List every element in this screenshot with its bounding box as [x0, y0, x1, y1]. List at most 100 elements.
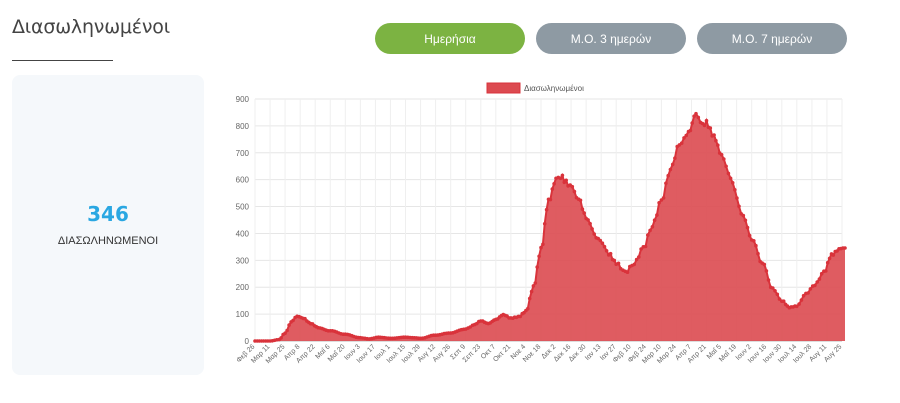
data-point [637, 255, 641, 259]
data-point [661, 196, 666, 200]
data-point [531, 284, 536, 288]
y-tick-label: 800 [236, 122, 250, 131]
data-point [702, 123, 707, 128]
data-point [743, 218, 748, 223]
data-point [724, 164, 728, 169]
data-point [773, 289, 777, 293]
data-point [558, 176, 563, 181]
tab-7-day-average[interactable]: Μ.Ο. 7 ημερών [697, 23, 847, 54]
title-underline [12, 60, 113, 61]
data-point [541, 242, 545, 247]
x-tick-label: Μαΐ 20 [326, 343, 347, 364]
data-point [533, 281, 538, 285]
data-point [580, 207, 585, 211]
data-point [714, 138, 718, 143]
data-point [684, 133, 688, 138]
y-tick-label: 300 [236, 256, 250, 265]
data-point [590, 227, 594, 231]
data-point [550, 187, 555, 191]
data-point [544, 207, 549, 212]
y-axis: 0 100 200 300 400 500 600 700 800 900 [236, 95, 250, 346]
data-point [762, 262, 767, 267]
data-point [730, 181, 735, 185]
data-point [696, 115, 701, 120]
data-point [741, 213, 746, 218]
data-point [650, 225, 655, 229]
data-point [287, 323, 291, 327]
data-point [719, 152, 724, 157]
data-point [586, 218, 590, 222]
y-tick-label: 100 [236, 310, 250, 319]
data-point [527, 296, 532, 301]
data-point [825, 260, 830, 265]
data-point [625, 270, 630, 274]
data-point [771, 286, 775, 290]
data-point [285, 328, 289, 333]
page-title: Διασωληνωμένοι [12, 16, 170, 38]
data-point [670, 162, 675, 167]
legend-swatch [486, 82, 521, 94]
chart-legend: Διασωληνωμένοι [486, 82, 584, 94]
data-point [747, 233, 752, 238]
legend-label: Διασωληνωμένοι [524, 84, 584, 93]
data-point [808, 287, 813, 291]
data-point [639, 247, 643, 251]
data-point [582, 211, 586, 215]
data-point [777, 297, 782, 301]
data-point [632, 262, 637, 267]
data-point [616, 261, 621, 266]
data-point [283, 331, 287, 336]
data-point [634, 257, 639, 262]
data-point [726, 171, 731, 176]
data-point [817, 277, 822, 281]
data-point [813, 283, 817, 288]
data-point [600, 241, 605, 245]
data-point [535, 265, 539, 269]
tab-daily[interactable]: Ημερήσια [375, 23, 525, 54]
data-point [570, 184, 575, 189]
data-point [526, 306, 530, 311]
y-tick-label: 0 [245, 337, 250, 346]
data-point [745, 225, 750, 230]
data-point [655, 213, 659, 217]
data-point [548, 197, 553, 202]
data-point [682, 136, 686, 140]
data-point [604, 249, 609, 253]
data-point [529, 289, 534, 294]
data-point [518, 314, 523, 319]
data-point [797, 302, 801, 306]
data-point [801, 293, 806, 298]
data-point [564, 178, 568, 183]
data-point [542, 222, 547, 226]
stat-value: 346 [87, 202, 129, 226]
y-tick-label: 500 [236, 203, 250, 212]
data-point [766, 278, 771, 282]
data-point [775, 292, 780, 297]
y-tick-label: 600 [236, 176, 250, 185]
stat-label: ΔΙΑΣΩΛΗΝΩΜΕΝΟΙ [57, 235, 159, 247]
data-point [303, 316, 307, 321]
data-point [819, 271, 824, 276]
data-point [733, 188, 737, 192]
data-point [781, 299, 786, 303]
tab-3-day-average[interactable]: Μ.Ο. 3 ημερών [536, 23, 686, 54]
data-point [679, 141, 684, 145]
data-point [652, 218, 657, 222]
data-point [716, 143, 720, 147]
data-point [735, 196, 739, 200]
data-point [664, 181, 668, 186]
data-point [764, 269, 769, 273]
x-tick-label: Μαΐ 19 [717, 343, 738, 364]
y-tick-label: 700 [236, 149, 250, 158]
series-area [255, 113, 845, 341]
data-point [694, 111, 698, 116]
y-tick-label: 200 [236, 283, 250, 292]
data-point [831, 253, 836, 257]
data-point [666, 173, 670, 178]
data-point [795, 304, 799, 309]
y-tick-label: 400 [236, 229, 250, 238]
data-point [737, 204, 741, 209]
data-point [539, 245, 543, 250]
